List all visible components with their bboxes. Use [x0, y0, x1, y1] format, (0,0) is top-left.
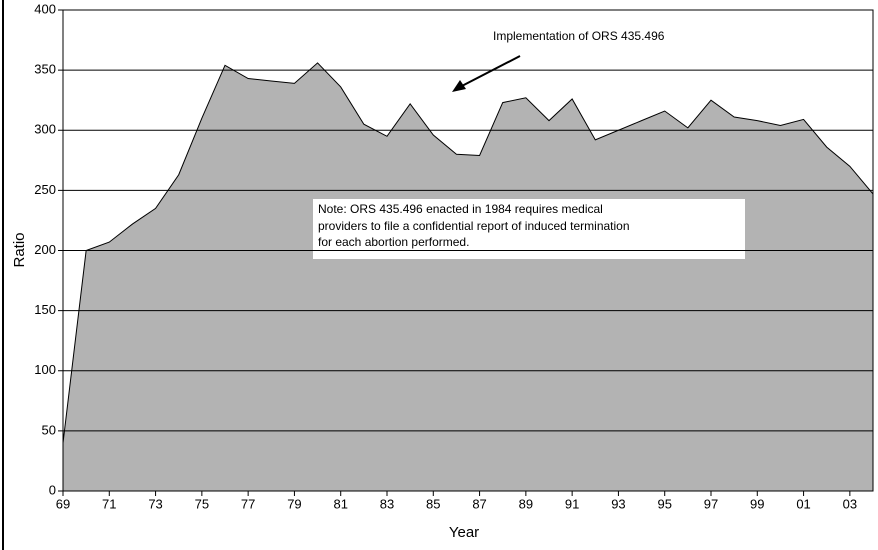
- y-tick-label: 100: [34, 362, 56, 377]
- x-tick-label: 85: [426, 496, 440, 511]
- x-tick-label: 79: [287, 496, 301, 511]
- x-tick-label: 01: [796, 496, 810, 511]
- x-tick-label: 81: [333, 496, 347, 511]
- x-tick-label: 91: [565, 496, 579, 511]
- annotation-arrow: [457, 55, 521, 89]
- x-tick-label: 69: [56, 496, 70, 511]
- note-box: [313, 199, 745, 259]
- note-line: Note: ORS 435.496 enacted in 1984 requir…: [318, 202, 603, 216]
- y-tick-label: 0: [49, 482, 56, 497]
- x-tick-label: 97: [704, 496, 718, 511]
- y-tick-label: 250: [34, 182, 56, 197]
- x-tick-label: 95: [657, 496, 671, 511]
- note-line: providers to file a confidential report …: [318, 219, 630, 233]
- x-axis-label: Year: [449, 524, 479, 541]
- x-tick-label: 03: [843, 496, 857, 511]
- x-tick-label: 99: [750, 496, 764, 511]
- y-tick-label: 350: [34, 62, 56, 77]
- note-line: for each abortion performed.: [318, 235, 469, 249]
- y-tick-label: 400: [34, 1, 56, 16]
- x-tick-label: 83: [380, 496, 394, 511]
- plot-area: [62, 62, 874, 492]
- y-axis-label: Ratio: [11, 232, 28, 267]
- annotation: Implementation of ORS 435.496: [493, 29, 665, 43]
- y-tick-label: 50: [42, 422, 56, 437]
- x-tick-label: 77: [241, 496, 255, 511]
- x-tick-label: 71: [102, 496, 116, 511]
- y-tick-label: 150: [34, 302, 56, 317]
- arrow-head: [452, 80, 466, 92]
- x-tick-label: 93: [611, 496, 625, 511]
- x-tick-label: 75: [195, 496, 209, 511]
- x-tick-label: 73: [148, 496, 162, 511]
- x-tick-label: 89: [519, 496, 533, 511]
- x-tick-label: 87: [472, 496, 486, 511]
- y-tick-label: 300: [34, 122, 56, 137]
- area: [62, 62, 874, 492]
- y-tick-label: 200: [34, 242, 56, 257]
